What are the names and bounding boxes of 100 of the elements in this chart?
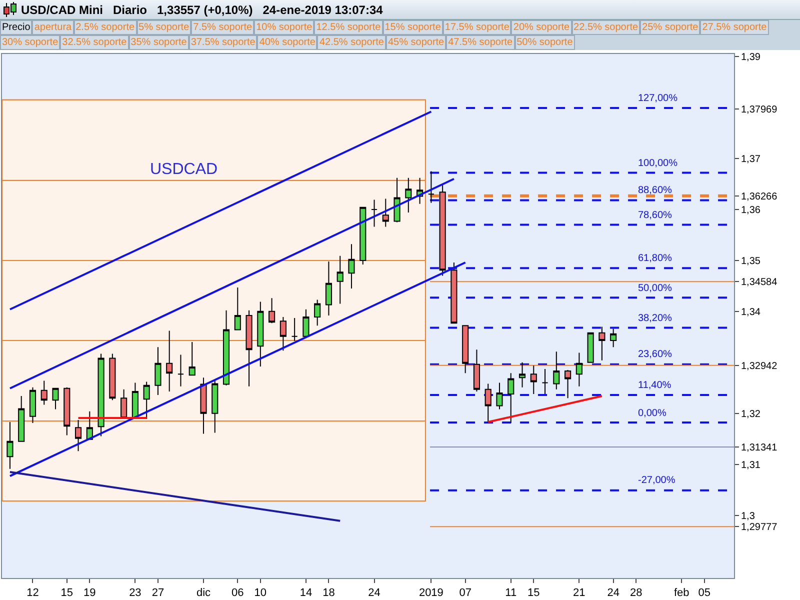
- text: 22.5% soporte: [572, 20, 640, 35]
- candlestick: [564, 370, 572, 399]
- y-tick-label: 1,34: [741, 306, 761, 318]
- y-tick-label: 1,3: [741, 510, 756, 522]
- x-tick-label: 07: [459, 587, 472, 600]
- candlestick: [473, 349, 480, 392]
- candlestick: [610, 328, 617, 348]
- text: 37.5% soporte: [188, 35, 258, 50]
- candlestick: [64, 386, 70, 436]
- x-tick-label: 24: [368, 587, 380, 600]
- text: 25% soporte: [640, 20, 700, 35]
- candlestick: [29, 386, 36, 424]
- candlestick: [576, 352, 582, 387]
- y-tick-label: 1,35: [741, 256, 761, 267]
- text: 17.5% soporte: [442, 20, 512, 35]
- candlestick: [462, 325, 469, 374]
- text: 27.5% soporte: [700, 20, 769, 35]
- candlestick: [302, 308, 310, 337]
- candlestick: [188, 342, 196, 376]
- candlestick: [382, 198, 389, 228]
- x-tick-label: 05: [698, 587, 711, 600]
- x-tick-label: 19: [84, 587, 96, 600]
- text: 5% soporte: [136, 20, 192, 35]
- y-tick-label: 1,34584: [741, 277, 778, 288]
- x-tick-label: dic: [196, 587, 212, 600]
- text: 20% soporte: [511, 20, 572, 35]
- candlestick: [325, 260, 332, 316]
- x-tick-label: 12: [26, 587, 39, 600]
- candlestick: [98, 353, 104, 437]
- annotation: 100,00%: [638, 158, 678, 169]
- annotation: 38,20%: [638, 313, 672, 324]
- candlestick: [6, 422, 14, 470]
- annotation: 61,80%: [638, 253, 672, 264]
- candlestick: [484, 383, 492, 424]
- candlestick: [439, 182, 446, 276]
- annotation: 78,60%: [638, 210, 672, 221]
- y-tick-label: 1,29777: [741, 522, 778, 534]
- annotation: 88,60%: [638, 185, 672, 196]
- y-tick-label: 1,36266: [741, 191, 778, 202]
- y-tick-label: 1,39: [741, 52, 761, 64]
- x-tick-label: 06: [232, 587, 244, 600]
- y-tick-label: 1,32942: [741, 360, 778, 372]
- candlestick: [212, 380, 218, 434]
- x-tick-label: 14: [300, 587, 312, 600]
- x-tick-label: 11: [505, 587, 517, 600]
- candlestick: [428, 170, 434, 204]
- text: 40% soporte: [257, 35, 318, 50]
- annotation: USDCAD: [150, 161, 218, 178]
- candlestick: [40, 380, 48, 406]
- candlestick: [74, 419, 82, 452]
- text: 32.5% soporte: [60, 35, 129, 50]
- text: 2.5% soporte: [74, 20, 137, 35]
- x-tick-label: 27: [152, 587, 164, 600]
- text: 12.5% soporte: [314, 20, 383, 35]
- y-tick-label: 1,37: [741, 154, 761, 165]
- annotation: -27,00%: [638, 475, 676, 486]
- candlestick: [587, 332, 594, 363]
- candlestick: [166, 330, 173, 392]
- x-tick-label: 10: [254, 587, 267, 600]
- text: apertura: [32, 20, 74, 35]
- candlestick: [257, 301, 264, 367]
- candlestick: [542, 368, 548, 394]
- x-tick-label: feb: [674, 587, 690, 600]
- text: 30% soporte: [0, 35, 60, 50]
- candlestick: [268, 298, 276, 324]
- candlestick: [450, 262, 458, 324]
- candlestick: [120, 388, 128, 418]
- candlestick: [109, 353, 116, 401]
- candlestick: [496, 382, 503, 410]
- annotation: 50,00%: [638, 283, 672, 294]
- candlestick: [553, 351, 560, 390]
- annotation: 127,00%: [638, 93, 678, 104]
- candlestick: [246, 310, 252, 387]
- text: 35% soporte: [128, 35, 189, 50]
- x-tick-label: 28: [630, 587, 642, 600]
- candlestick: [222, 310, 230, 386]
- candlestick: [291, 318, 298, 342]
- x-tick-label: 24: [607, 587, 620, 600]
- candlestick: [143, 381, 150, 420]
- candlestick: [52, 388, 59, 410]
- y-tick-label: 1,37969: [741, 104, 778, 116]
- text: 47.5% soporte: [446, 35, 515, 50]
- text: 7.5% soporte: [191, 20, 254, 35]
- text: 15% soporte: [382, 20, 443, 35]
- candlestick: [234, 286, 241, 330]
- x-tick-label: 15: [528, 587, 540, 600]
- candlestick: [154, 346, 162, 396]
- candlestick: [177, 354, 184, 387]
- candlestick: [336, 255, 344, 304]
- text: 10% soporte: [254, 20, 314, 35]
- x-tick-label: 2019: [418, 587, 444, 600]
- x-tick-label: 21: [573, 587, 586, 600]
- candlestick: [200, 377, 207, 434]
- y-tick-label: 1,31: [741, 460, 761, 471]
- candlestick: [360, 206, 366, 266]
- candlestick: [280, 316, 286, 352]
- annotation: 0,00%: [638, 408, 666, 419]
- y-tick-label: 1,31341: [741, 442, 778, 454]
- chart-title: USD/CAD Mini Diario 1,33557 (+0,10%) 24-ene-2019 13:07:34: [21, 2, 383, 16]
- candlestick: [518, 362, 526, 388]
